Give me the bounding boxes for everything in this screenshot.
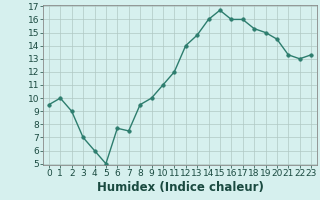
X-axis label: Humidex (Indice chaleur): Humidex (Indice chaleur) — [97, 181, 263, 194]
